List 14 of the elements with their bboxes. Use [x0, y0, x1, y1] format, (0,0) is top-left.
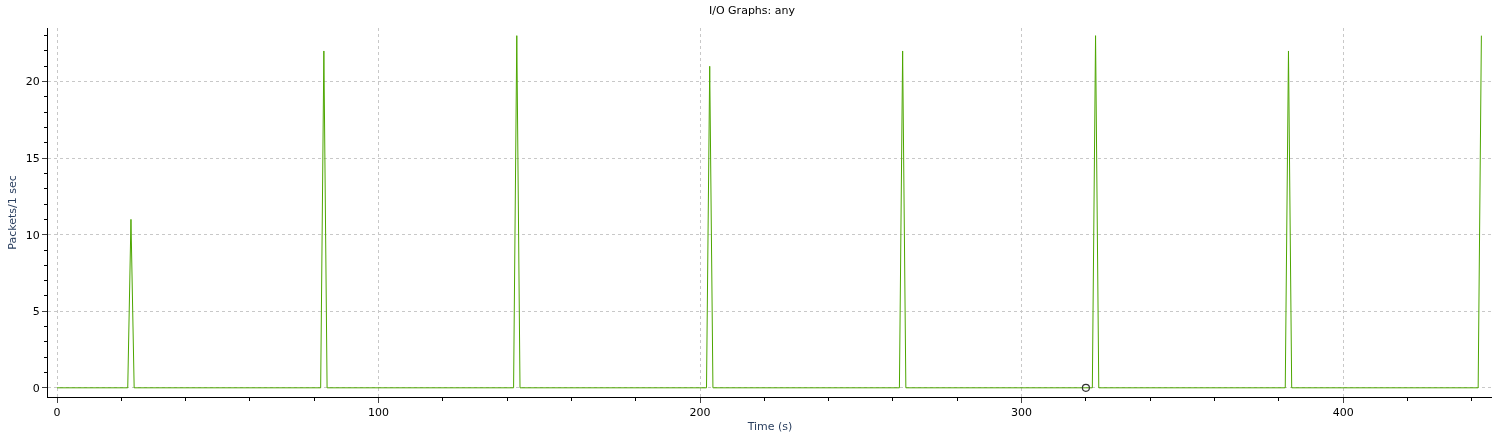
x-tick-label: 0	[53, 406, 61, 420]
x-tick-label: 300	[1011, 406, 1033, 420]
line-series	[56, 35, 1482, 389]
y-tick-label: 20	[25, 75, 40, 89]
x-tick-label: 400	[1332, 406, 1354, 420]
x-tick-label: 200	[689, 406, 711, 420]
chart-title: I/O Graphs: any	[708, 4, 796, 18]
y-tick-label: 5	[32, 305, 40, 319]
x-axis-title: Time (s)	[746, 420, 793, 434]
y-tick-label: 0	[32, 381, 40, 395]
y-axis-title: Packets/1 sec	[6, 175, 20, 250]
y-tick-label: 15	[25, 152, 40, 165]
x-tick-label: 100	[368, 406, 390, 420]
y-tick-label: 10	[25, 228, 40, 242]
